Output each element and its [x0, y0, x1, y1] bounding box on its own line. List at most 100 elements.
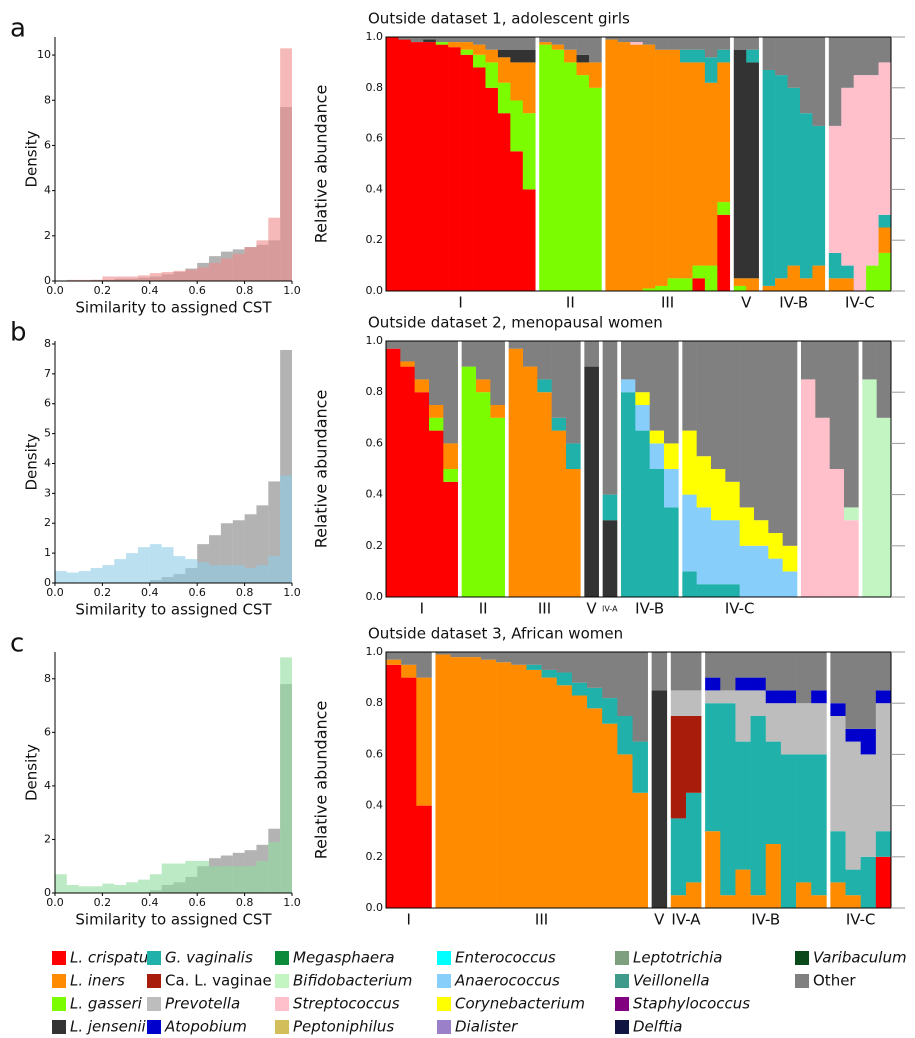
abundance-segment — [705, 690, 721, 704]
panel-label: c — [10, 629, 24, 659]
abundance-segment — [443, 469, 458, 482]
abundance-segment — [617, 716, 633, 755]
abundance-segment — [511, 652, 527, 665]
abundance-segment — [811, 690, 827, 704]
histogram-bar — [102, 565, 115, 583]
histogram-bar — [220, 258, 233, 281]
abundance-segment — [739, 545, 755, 597]
abundance-segment — [551, 417, 567, 431]
abundance-segment — [511, 664, 527, 908]
abundance-segment — [423, 37, 437, 40]
abundance-segment — [878, 227, 892, 253]
histogram-bar — [220, 866, 233, 893]
legend-swatch — [52, 1020, 66, 1034]
abundance-segment — [539, 37, 552, 43]
abundance-segment — [750, 677, 767, 691]
abundance-segment — [539, 44, 552, 292]
abundance-segment — [692, 62, 706, 266]
abundance-segment — [845, 869, 861, 896]
y-tick-label: 10 — [37, 48, 51, 61]
abundance-segment — [435, 42, 449, 45]
abundance-segment — [845, 652, 861, 729]
abundance-segment — [386, 37, 399, 291]
abundance-segment — [682, 494, 697, 572]
abundance-segment — [799, 113, 813, 279]
abundance-segment — [725, 584, 740, 597]
abundance-segment — [739, 507, 755, 546]
abundance-segment — [435, 652, 451, 655]
abundance-segment — [617, 652, 633, 716]
group-label: IV-A — [671, 911, 701, 929]
abundance-segment — [490, 405, 505, 418]
legend-swatch — [275, 1020, 289, 1034]
group-label: II — [566, 294, 575, 312]
abundance-segment — [860, 754, 877, 857]
abundance-segment — [510, 37, 524, 50]
abundance-segment — [587, 708, 603, 908]
legend-label: Megasphaera — [293, 949, 395, 967]
x-tick-label: 0.0 — [46, 284, 64, 297]
abundance-segment — [510, 151, 524, 291]
abundance-segment — [787, 87, 801, 266]
y-tick-label: 1.0 — [366, 334, 384, 347]
abundance-segment — [414, 341, 430, 380]
legend-label: Delftia — [633, 1018, 682, 1036]
abundance-segment — [664, 507, 679, 597]
x-tick-label: 0.6 — [188, 896, 206, 909]
abundance-segment — [830, 831, 846, 883]
abundance-segment — [556, 685, 573, 908]
abundance-segment — [588, 87, 602, 291]
abundance-segment — [667, 37, 681, 50]
histogram-bar — [66, 572, 79, 583]
legend-label: Streptococcus — [293, 995, 400, 1013]
histogram-bar — [197, 562, 210, 583]
y-tick-label: 7 — [44, 367, 51, 380]
abundance-segment — [551, 37, 565, 45]
abundance-segment — [841, 278, 854, 291]
abundance-segment — [621, 392, 636, 597]
histogram-bar — [102, 276, 115, 281]
group-label: III — [535, 911, 548, 929]
abundance-segment — [720, 895, 736, 908]
legend-swatch — [437, 1020, 451, 1034]
y-tick-label: 0.2 — [366, 539, 384, 552]
abundance-segment — [796, 703, 812, 755]
abundance-segment — [720, 703, 736, 896]
y-tick-label: 5 — [44, 427, 51, 440]
abundance-segment — [401, 652, 417, 665]
x-tick-label: 0.4 — [141, 586, 159, 599]
abundance-segment — [642, 44, 656, 289]
abundance-segment — [602, 341, 618, 495]
abundance-segment — [735, 741, 751, 870]
abundance-segment — [490, 417, 505, 597]
abundance-segment — [844, 341, 859, 508]
abundance-segment — [398, 39, 412, 291]
abundance-segment — [588, 37, 602, 63]
abundance-segment — [841, 265, 854, 279]
abundance-segment — [571, 652, 588, 683]
abundance-segment — [465, 657, 482, 908]
abundance-segment — [617, 42, 631, 291]
abundance-segment — [844, 520, 859, 597]
abundance-segment — [796, 882, 812, 908]
abundance-segment — [768, 341, 783, 533]
abundance-segment — [812, 265, 826, 291]
abundance-segment — [551, 49, 565, 292]
abundance-segment — [765, 844, 782, 908]
abundance-segment — [664, 341, 679, 444]
y-tick-label: 0.4 — [366, 488, 384, 501]
abundance-segment — [537, 341, 552, 380]
abundance-segment — [635, 430, 650, 597]
abundance-segment — [510, 49, 524, 63]
y-tick-label: 0 — [44, 576, 51, 589]
abundance-segment — [750, 895, 767, 908]
abundance-segment — [768, 558, 783, 597]
abundance-segment — [685, 690, 702, 716]
abundance-segment — [682, 341, 697, 431]
legend-label: Dialister — [455, 1018, 518, 1036]
histogram-bar — [126, 276, 138, 281]
abundance-segment — [465, 652, 482, 658]
legend-swatch — [275, 974, 289, 988]
histogram-bar — [280, 349, 292, 583]
legend-swatch — [437, 974, 451, 988]
